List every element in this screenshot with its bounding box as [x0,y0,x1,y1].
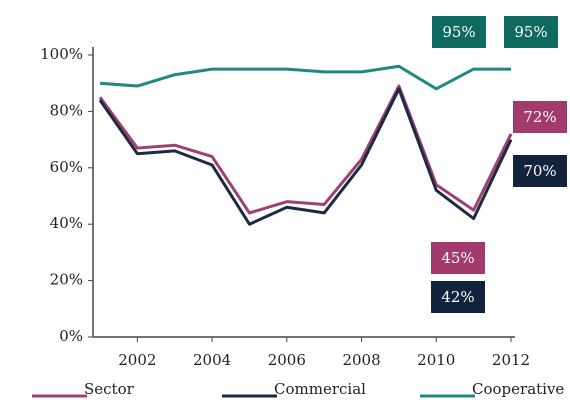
y-tick-label: 60% [50,158,83,176]
x-tick-label: 2004 [193,351,231,369]
annotation-box [513,101,567,133]
annotation-box [504,16,558,48]
annotation-label: 95% [442,23,475,41]
series-line [99,64,511,91]
y-tick-label: 20% [50,271,83,289]
legend-label: Sector [84,380,135,398]
y-tick-label: 80% [50,101,83,119]
y-tick-label: 100% [40,45,83,63]
x-tick-label: 2008 [342,351,380,369]
annotation-label: 95% [514,23,547,41]
annotation-label: 42% [441,288,474,306]
annotation-box [431,281,485,313]
legend-label: Cooperative [472,380,564,398]
series-line [98,84,513,215]
annotation-label: 45% [441,249,474,267]
x-tick-label: 2002 [118,351,156,369]
x-tick-label: 2012 [492,351,530,369]
x-tick-label: 2006 [268,351,306,369]
series-line [98,87,513,226]
annotation-box [432,16,486,48]
y-tick-label: 40% [50,214,83,232]
y-tick-label: 0% [59,327,83,345]
annotation-label: 72% [523,108,556,126]
annotation-box [431,242,485,274]
annotation-label: 70% [523,162,556,180]
annotation-box [513,155,567,187]
legend-label: Commercial [274,380,366,398]
x-tick-label: 2010 [417,351,455,369]
